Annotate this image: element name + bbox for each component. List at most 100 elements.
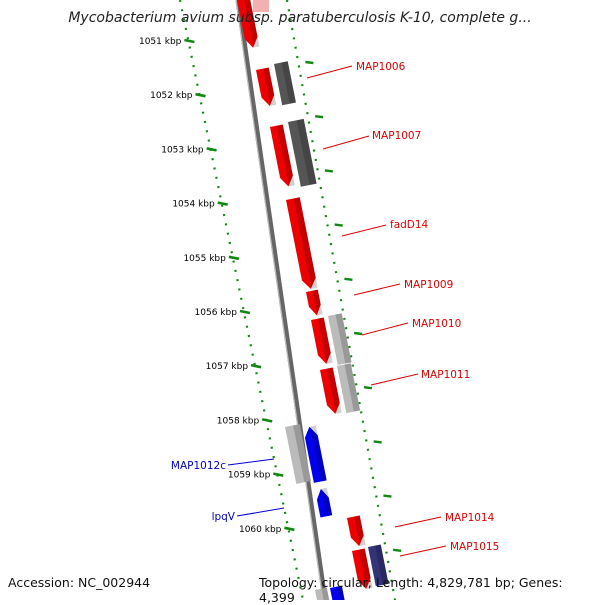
gene-block-forward-shade	[244, 0, 260, 48]
cds-block-light-shade	[344, 363, 361, 412]
cds-block-dark	[274, 61, 296, 106]
map-title: Mycobacterium avium subsp. paratuberculo…	[68, 10, 532, 26]
leader-line	[341, 224, 387, 237]
major-tick	[284, 526, 295, 532]
inner-tick	[324, 169, 334, 173]
gene-block-lpqv	[316, 488, 333, 518]
gene-label-map1014: MAP1014	[445, 512, 495, 524]
leader-line	[399, 545, 447, 557]
inner-tick	[314, 115, 324, 119]
tick-label: 1051 kbp	[139, 37, 182, 47]
major-tick	[195, 92, 206, 98]
gene-block-forward	[236, 0, 258, 48]
inner-tick	[373, 440, 382, 444]
major-tick	[261, 418, 273, 423]
cds-block-purple	[368, 544, 389, 587]
gene-block-map1009	[306, 289, 321, 316]
label-leader-lines	[227, 65, 447, 557]
leader-line	[353, 283, 401, 296]
inner-tick	[363, 386, 373, 390]
gene-block-map1006	[256, 67, 275, 107]
gene-block-map1014	[347, 515, 364, 547]
tick-label: 1059 kbp	[228, 471, 271, 481]
cds-block-light-shade	[321, 587, 330, 600]
gene-label-map1006: MAP1006	[356, 61, 406, 73]
inner-tick	[305, 60, 314, 65]
tick-label: 1054 kbp	[172, 200, 215, 210]
leader-line	[306, 65, 353, 79]
inner-tick	[393, 548, 402, 552]
leader-line	[227, 458, 275, 466]
major-tick	[217, 201, 228, 206]
gene-label-map1012c: MAP1012c	[171, 460, 226, 472]
backbone-line	[235, 0, 328, 600]
gene-block-map1007-shade	[277, 124, 295, 187]
gene-block-fadd14	[286, 197, 316, 289]
gene-label-fadd14: fadD14	[390, 219, 429, 231]
gene-label-map1011: MAP1011	[421, 369, 470, 381]
gene-label-map1007: MAP1007	[372, 130, 421, 142]
gene-features	[236, 0, 389, 600]
cds-block-light-shade	[335, 313, 352, 364]
leader-line	[322, 135, 370, 150]
inner-tick	[354, 331, 363, 336]
major-tick	[273, 472, 284, 477]
cds-block-light	[285, 424, 312, 484]
major-tick	[206, 147, 217, 152]
leader-line	[236, 507, 285, 517]
gene-labels: MAP1006 MAP1007 fadD14 MAP1009 MAP1010 MAP101…	[171, 61, 499, 553]
inner-tick	[344, 277, 353, 281]
accession-text: Accession: NC_002944	[8, 575, 151, 590]
gene-block-map1009-shade	[312, 289, 323, 316]
inner-tick-ring	[285, 0, 402, 600]
cds-block-dark-shade	[296, 118, 317, 186]
gene-block-reverse-shade	[336, 585, 345, 600]
cds-block-dark	[288, 118, 317, 187]
cds-block-dark-shade	[281, 61, 296, 104]
gene-block-map1010-shade	[318, 317, 333, 364]
tick-label: 1053 kbp	[161, 145, 204, 155]
major-tick	[250, 363, 262, 369]
gene-block-lpqv-shade	[321, 487, 333, 517]
genome-summary-text: Topology: circular; Length: 4,829,781 bp…	[259, 575, 563, 605]
gene-label-map1010: MAP1010	[412, 318, 461, 330]
inner-dotted-ring	[285, 0, 397, 600]
gene-block-map1015-shade	[359, 548, 373, 589]
inner-tick	[334, 223, 343, 227]
backbone-line-main	[235, 0, 328, 600]
cds-block-light	[337, 363, 361, 414]
tick-label: 1056 kbp	[195, 308, 238, 318]
tick-label: 1055 kbp	[183, 254, 226, 264]
gene-block-map1012c-shade	[310, 425, 327, 482]
major-tick	[184, 38, 195, 44]
gene-label-lpqv: lpqV	[212, 511, 236, 523]
gene-label-map1015: MAP1015	[450, 541, 499, 553]
gene-block-map1014-shade	[354, 515, 366, 547]
gene-block-fadd14-shade	[293, 197, 318, 289]
gene-block-map1010	[311, 317, 331, 364]
leader-line	[370, 373, 419, 386]
inner-tick	[383, 494, 392, 498]
outer-ruler-ring	[178, 0, 305, 600]
cds-block-light	[328, 313, 352, 366]
cds-block-light	[315, 587, 330, 600]
gene-block-faded	[253, 0, 269, 12]
tick-label: 1052 kbp	[150, 91, 193, 101]
tick-label: 1060 kbp	[239, 525, 282, 535]
major-tick	[228, 255, 240, 261]
gene-block-map1011	[320, 367, 340, 414]
gene-block-map1007	[270, 124, 293, 187]
gene-block-map1012c	[304, 426, 327, 483]
backbone-highlight	[235, 0, 324, 600]
tick-label: 1057 kbp	[206, 362, 249, 372]
major-tick	[239, 309, 251, 315]
gene-block-map1006-shade	[263, 67, 277, 106]
gene-block-map1015	[352, 548, 371, 589]
cds-block-light-shade	[293, 424, 312, 483]
tick-label: 1058 kbp	[217, 416, 260, 426]
cds-block-purple-shade	[375, 544, 389, 585]
gene-block-map1011-shade	[327, 367, 342, 414]
tick-labels: 1051 kbp 1052 kbp 1053 kbp 1054 kbp 1055 kbp…	[139, 37, 282, 535]
gene-label-map1009: MAP1009	[404, 279, 453, 291]
